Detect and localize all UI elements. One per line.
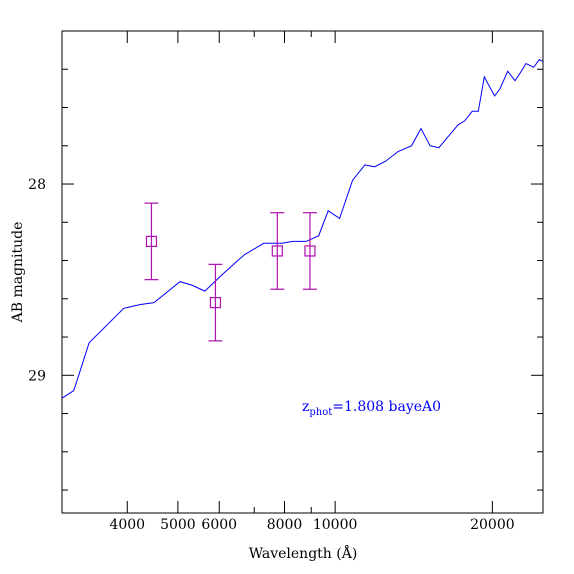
y-tick-label: 28 bbox=[28, 177, 46, 193]
y-axis-title: AB magnitude bbox=[10, 222, 26, 324]
data-point-marker bbox=[209, 297, 222, 309]
photometry-point bbox=[208, 263, 223, 342]
x-tick-label: 6000 bbox=[201, 517, 237, 533]
annotation-rest: =1.808 bayeA0 bbox=[332, 399, 441, 415]
x-axis-title: Wavelength (Å) bbox=[249, 544, 358, 562]
plot-frame bbox=[61, 30, 544, 514]
x-tick-label: 20000 bbox=[470, 517, 515, 533]
y-tick-label: 29 bbox=[28, 368, 46, 384]
data-point-marker bbox=[145, 235, 158, 247]
data-point-marker bbox=[271, 245, 283, 257]
annotation-main: z bbox=[302, 399, 309, 415]
x-tick-label: 5000 bbox=[160, 517, 196, 533]
annotation-subscript: phot bbox=[309, 407, 332, 418]
redshift-annotation: zphot=1.808 bayeA0 bbox=[302, 399, 441, 418]
x-tick-label: 8000 bbox=[267, 517, 303, 533]
photometry-point bbox=[144, 202, 159, 281]
template-sed-line bbox=[61, 59, 544, 399]
x-tick-label: 10000 bbox=[313, 517, 358, 533]
photometry-point bbox=[302, 212, 317, 290]
x-tick-label: 4000 bbox=[109, 517, 145, 533]
photometry-point bbox=[270, 212, 285, 290]
data-point-marker bbox=[304, 245, 316, 257]
